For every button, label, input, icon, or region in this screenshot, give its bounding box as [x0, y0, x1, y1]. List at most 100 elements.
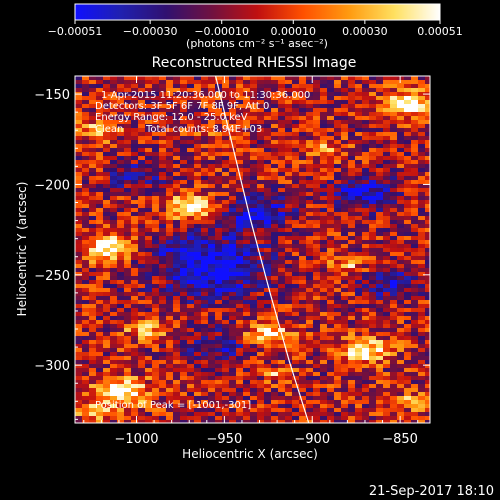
- heatmap-cell: [82, 80, 90, 85]
- heatmap-cell: [215, 280, 223, 285]
- heatmap-cell: [369, 420, 377, 423]
- heatmap-cell: [152, 256, 160, 261]
- colorbar-gradient: [74, 3, 441, 21]
- heatmap-cell: [215, 220, 223, 225]
- heatmap-cell: [180, 152, 188, 157]
- heatmap-cell: [250, 420, 258, 423]
- heatmap-cell: [250, 288, 258, 293]
- heatmap-cell: [425, 240, 430, 245]
- heatmap-cell: [236, 392, 244, 397]
- heatmap-cell: [341, 208, 349, 213]
- heatmap-cell: [201, 264, 209, 269]
- heatmap-cell: [299, 152, 307, 157]
- heatmap-cell: [271, 372, 279, 377]
- heatmap-cell: [243, 348, 251, 353]
- heatmap-cell: [411, 192, 419, 197]
- heatmap-cell: [292, 100, 300, 105]
- heatmap-cell: [117, 324, 125, 329]
- colorbar-unit-label: (photons cm⁻² s⁻¹ asec⁻²): [186, 37, 328, 50]
- heatmap-cell: [159, 144, 167, 149]
- heatmap-cell: [243, 284, 251, 289]
- heatmap-cell: [110, 260, 118, 265]
- heatmap-cell: [278, 112, 286, 117]
- heatmap-cell: [138, 112, 146, 117]
- heatmap-cell: [152, 128, 160, 133]
- heatmap-cell: [215, 156, 223, 161]
- heatmap-cell: [131, 208, 139, 213]
- heatmap-cell: [124, 124, 132, 129]
- heatmap-cell: [173, 100, 181, 105]
- heatmap-cell: [96, 80, 104, 85]
- heatmap-cell: [320, 252, 328, 257]
- heatmap-cell: [334, 264, 342, 269]
- heatmap-cell: [306, 264, 314, 269]
- heatmap-cell: [264, 296, 272, 301]
- heatmap-cell: [278, 220, 286, 225]
- heatmap-cell: [278, 236, 286, 241]
- heatmap-cell: [166, 144, 174, 149]
- x-tick-label: −950: [207, 432, 243, 447]
- heatmap-cell: [138, 252, 146, 257]
- heatmap-cell: [292, 160, 300, 165]
- heatmap-cell: [187, 172, 195, 177]
- heatmap-cell: [411, 316, 419, 321]
- heatmap-cell: [89, 264, 97, 269]
- plot-area: −1000 −950 −900 −850−150−200−250−300: [34, 75, 431, 447]
- heatmap-cell: [313, 364, 321, 369]
- heatmap-cell: [187, 232, 195, 237]
- heatmap-cell: [243, 308, 251, 313]
- heatmap-cell: [285, 216, 293, 221]
- heatmap-cell: [194, 356, 202, 361]
- heatmap-cell: [397, 264, 405, 269]
- heatmap-cell: [250, 416, 258, 421]
- heatmap-cell: [117, 208, 125, 213]
- heatmap-cell: [285, 144, 293, 149]
- heatmap-cell: [376, 112, 384, 117]
- heatmap-cell: [250, 172, 258, 177]
- heatmap-cell: [96, 136, 104, 141]
- heatmap-cell: [285, 300, 293, 305]
- heatmap-cell: [411, 260, 419, 265]
- heatmap-cell: [376, 204, 384, 209]
- heatmap-cell: [271, 212, 279, 217]
- heatmap-cell: [117, 164, 125, 169]
- heatmap-cell: [334, 108, 342, 113]
- heatmap-cell: [194, 404, 202, 409]
- heatmap-cell: [369, 220, 377, 225]
- heatmap-cell: [334, 144, 342, 149]
- heatmap-cell: [299, 344, 307, 349]
- heatmap-cell: [159, 360, 167, 365]
- heatmap-cell: [320, 272, 328, 277]
- heatmap-cell: [397, 296, 405, 301]
- heatmap-cell: [397, 204, 405, 209]
- heatmap-cell: [278, 372, 286, 377]
- heatmap-cell: [117, 204, 125, 209]
- heatmap-cell: [320, 124, 328, 129]
- heatmap-cell: [390, 144, 398, 149]
- heatmap-cell: [285, 292, 293, 297]
- heatmap-cell: [159, 152, 167, 157]
- heatmap-cell: [166, 252, 174, 257]
- heatmap-cell: [152, 420, 160, 423]
- heatmap-cell: [292, 340, 300, 345]
- heatmap-cell: [229, 324, 237, 329]
- heatmap-cell: [243, 340, 251, 345]
- heatmap-cell: [313, 248, 321, 253]
- heatmap-cell: [271, 176, 279, 181]
- heatmap-cell: [425, 112, 430, 117]
- heatmap-cell: [236, 324, 244, 329]
- heatmap-cell: [229, 208, 237, 213]
- x-tick-label: −900: [294, 432, 330, 447]
- heatmap-cell: [110, 144, 118, 149]
- heatmap-cell: [320, 256, 328, 261]
- heatmap-cell: [215, 176, 223, 181]
- heatmap-cell: [159, 232, 167, 237]
- heatmap-cell: [201, 380, 209, 385]
- heatmap-cell: [425, 332, 430, 337]
- heatmap-cell: [390, 104, 398, 109]
- heatmap-cell: [124, 196, 132, 201]
- heatmap-cell: [236, 304, 244, 309]
- heatmap-cell: [327, 376, 335, 381]
- heatmap-cell: [250, 216, 258, 221]
- heatmap-cell: [362, 300, 370, 305]
